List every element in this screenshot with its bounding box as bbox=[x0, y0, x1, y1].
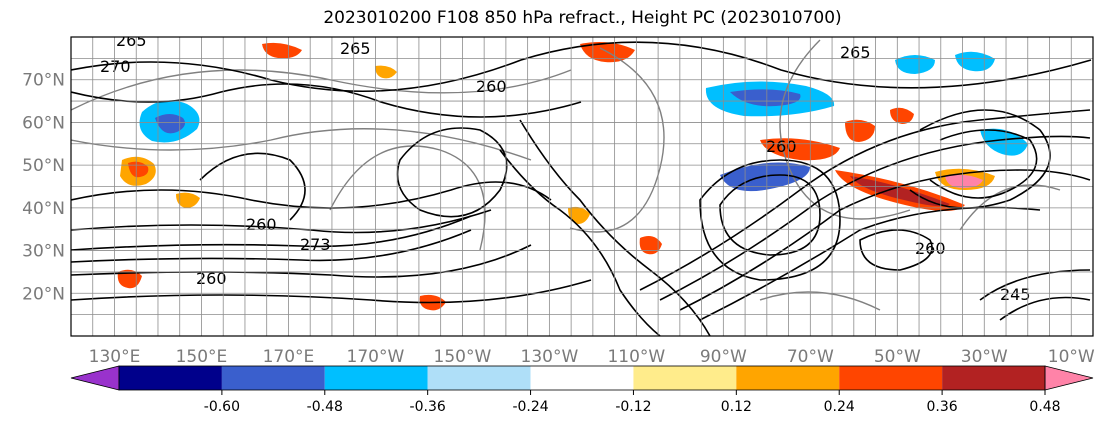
longitude-label: 10°W bbox=[1048, 347, 1095, 367]
colorbar-segment bbox=[839, 366, 943, 390]
contour-label: 260 bbox=[915, 239, 946, 258]
contour-label: 265 bbox=[340, 39, 371, 58]
contour-label: 260 bbox=[246, 215, 277, 234]
longitude-label: 150°E bbox=[176, 347, 228, 367]
longitude-label: 50°W bbox=[874, 347, 921, 367]
contour-label-layer: 265 270 260 273 260 265 260 260 245 265 … bbox=[100, 31, 1031, 304]
contour-label: 260 bbox=[766, 137, 797, 156]
anomaly-patch-positive bbox=[176, 192, 200, 208]
longitude-label: 110°W bbox=[607, 347, 665, 367]
anomaly-patch-positive bbox=[128, 161, 149, 178]
colorbar-segment bbox=[736, 366, 840, 390]
latitude-label: 40°N bbox=[22, 199, 65, 219]
contour-label: 245 bbox=[1000, 285, 1031, 304]
longitude-label: 150°W bbox=[434, 347, 492, 367]
latitude-label: 60°N bbox=[22, 113, 65, 133]
anomaly-patch-positive bbox=[639, 236, 662, 255]
graticule bbox=[71, 37, 1093, 336]
contour-label: 260 bbox=[476, 77, 507, 96]
latitude-label: 20°N bbox=[22, 284, 65, 304]
anomaly-patch-positive bbox=[375, 65, 397, 79]
longitude-labels: 130°E 150°E 170°E 170°W 150°W 130°W 110°W 90°W 7… bbox=[89, 347, 1095, 367]
colorbar-segment bbox=[119, 366, 222, 390]
anomaly-patch-positive bbox=[568, 206, 590, 224]
colorbar-tick-label: -0.12 bbox=[615, 399, 651, 415]
colorbar-tick-label: 0.48 bbox=[1029, 399, 1060, 415]
colorbar bbox=[70, 365, 1094, 391]
latitude-labels: 20°N 30°N 40°N 50°N 60°N 70°N bbox=[22, 71, 65, 305]
anomaly-patch-positive bbox=[945, 174, 983, 188]
anomaly-fill-layer bbox=[117, 42, 1028, 311]
colorbar-segment bbox=[633, 366, 737, 390]
colorbar-extend-high bbox=[1044, 365, 1094, 391]
contour-label: 260 bbox=[196, 269, 227, 288]
refractivity-contours bbox=[71, 41, 1092, 336]
colorbar-segment bbox=[427, 366, 531, 390]
anomaly-patch-positive bbox=[262, 42, 302, 59]
contour-label: 270 bbox=[100, 57, 131, 76]
map-plot-area: 265 270 260 273 260 265 260 260 245 265 … bbox=[71, 31, 1093, 336]
colorbar-segment bbox=[324, 366, 428, 390]
map-title: 2023010200 F108 850 hPa refract., Height… bbox=[323, 8, 842, 28]
colorbar-tick-label: 0.12 bbox=[721, 399, 752, 415]
latitude-label: 50°N bbox=[22, 156, 65, 176]
colorbar-outline bbox=[118, 365, 1046, 391]
colorbar-tick-label: -0.36 bbox=[410, 399, 446, 415]
anomaly-patch-negative bbox=[980, 128, 1028, 156]
colorbar-tick-label: -0.24 bbox=[512, 399, 548, 415]
contour-label: 265 bbox=[116, 31, 147, 50]
contour-label: 273 bbox=[300, 235, 331, 254]
longitude-label: 130°W bbox=[521, 347, 579, 367]
map-frame bbox=[70, 36, 1094, 337]
colorbar-tick-labels: -0.60 -0.48 -0.36 -0.24 -0.12 0.12 0.24 0.36 0.4… bbox=[204, 390, 1061, 415]
longitude-label: 30°W bbox=[961, 347, 1008, 367]
latitude-label: 70°N bbox=[22, 71, 65, 91]
longitude-label: 90°W bbox=[700, 347, 747, 367]
anomaly-patch-negative bbox=[895, 55, 935, 74]
latitude-label: 30°N bbox=[22, 242, 65, 262]
anomaly-patch-negative bbox=[155, 114, 185, 134]
contour-label: 265 bbox=[840, 43, 871, 62]
anomaly-patch-negative bbox=[955, 51, 995, 72]
longitude-label: 130°E bbox=[89, 347, 141, 367]
colorbar-tick-label: -0.60 bbox=[204, 399, 240, 415]
anomaly-patch-positive bbox=[845, 119, 875, 142]
colorbar-tick-label: -0.48 bbox=[307, 399, 343, 415]
colorbar-segment bbox=[942, 366, 1045, 390]
longitude-label: 70°W bbox=[787, 347, 834, 367]
anomaly-patch-positive bbox=[890, 107, 914, 124]
colorbar-extend-low bbox=[70, 365, 120, 391]
colorbar-segment bbox=[221, 366, 325, 390]
colorbar-tick-label: 0.36 bbox=[927, 399, 958, 415]
colorbar-tick-label: 0.24 bbox=[824, 399, 855, 415]
colorbar-segment bbox=[530, 366, 634, 390]
longitude-label: 170°E bbox=[263, 347, 315, 367]
longitude-label: 170°W bbox=[347, 347, 405, 367]
